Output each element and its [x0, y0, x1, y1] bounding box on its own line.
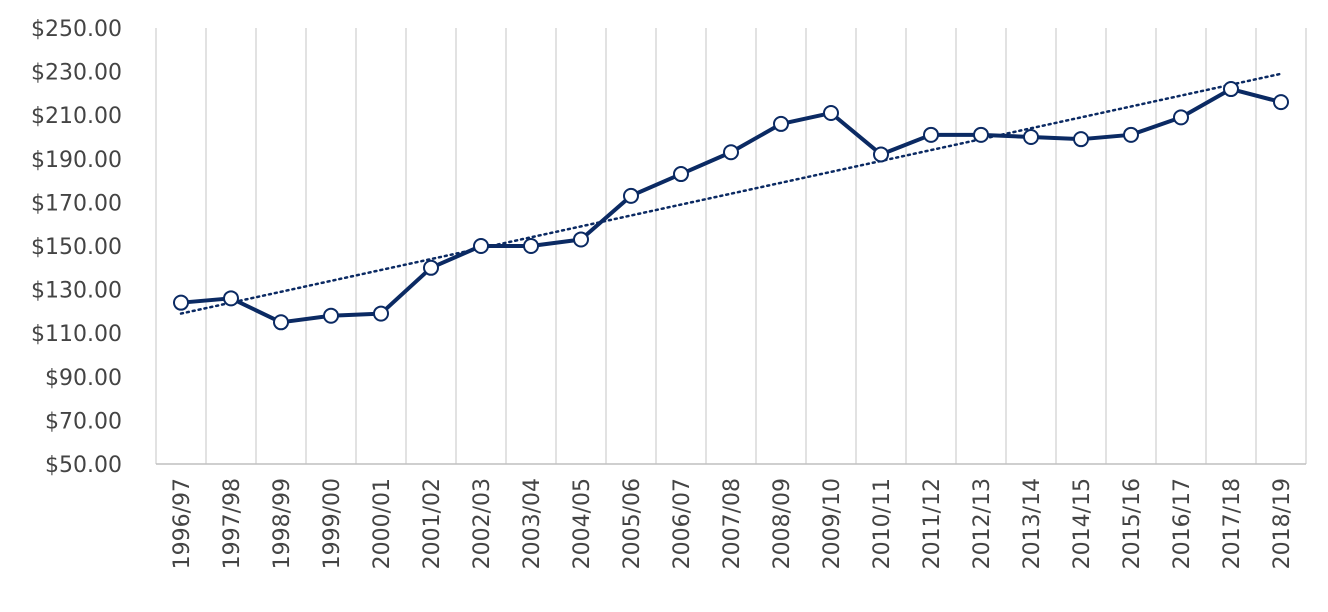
x-tick-label: 2005/06	[620, 478, 645, 569]
x-tick-label: 2002/03	[470, 478, 495, 569]
series-line	[180, 87, 1282, 325]
y-tick-label: $110.00	[31, 322, 122, 347]
data-point	[1123, 126, 1139, 143]
data-point	[273, 314, 289, 331]
x-tick-label: 2015/16	[1120, 478, 1145, 569]
x-tick-label: 2006/07	[670, 478, 695, 569]
data-point	[623, 187, 639, 204]
data-point	[873, 146, 889, 163]
y-tick-label: $230.00	[31, 61, 122, 86]
trendline	[179, 72, 1283, 315]
x-tick-label: 2010/11	[870, 478, 895, 569]
x-tick-label: 1999/00	[320, 478, 345, 569]
x-tick-label: 2003/04	[520, 478, 545, 569]
x-tick-label: 2001/02	[420, 478, 445, 569]
data-point	[323, 307, 339, 324]
data-point	[1073, 131, 1089, 148]
y-tick-label: $250.00	[31, 17, 122, 42]
data-point	[823, 105, 839, 122]
data-point	[373, 305, 389, 322]
data-point	[1273, 94, 1289, 111]
y-tick-label: $50.00	[45, 453, 122, 478]
data-point	[973, 126, 989, 143]
y-tick-label: $130.00	[31, 279, 122, 304]
y-axis-tick-labels: $50.00 $70.00 $90.00 $110.00 $130.00 $150.00 $…	[31, 17, 122, 478]
data-point	[573, 231, 589, 248]
data-point	[723, 144, 739, 161]
y-tick-label: $90.00	[45, 366, 122, 391]
x-tick-label: 2011/12	[920, 478, 945, 569]
data-point	[923, 126, 939, 143]
x-tick-label: 2013/14	[1020, 478, 1045, 569]
x-tick-label: 2000/01	[370, 478, 395, 569]
y-tick-label: $190.00	[31, 148, 122, 173]
x-tick-label: 2004/05	[570, 478, 595, 569]
x-tick-label: 2014/15	[1070, 478, 1095, 569]
x-tick-label: 1996/97	[170, 478, 195, 569]
data-point	[523, 238, 539, 254]
y-tick-label: $170.00	[31, 191, 122, 216]
y-tick-label: $70.00	[45, 409, 122, 434]
y-tick-label: $210.00	[31, 104, 122, 129]
data-point	[1223, 81, 1239, 98]
data-point	[673, 166, 689, 183]
x-tick-label: 2007/08	[720, 478, 745, 569]
grid-lines	[155, 28, 1307, 464]
x-tick-label: 2008/09	[770, 478, 795, 569]
data-point	[473, 238, 489, 254]
x-tick-label: 2018/19	[1270, 478, 1295, 569]
data-point	[1173, 109, 1189, 126]
data-point	[423, 259, 439, 276]
x-tick-label: 2012/13	[970, 478, 995, 569]
data-point	[173, 294, 189, 311]
data-point	[223, 290, 239, 307]
x-tick-label: 2016/17	[1170, 478, 1195, 569]
data-point-markers	[173, 81, 1289, 331]
x-tick-label: 1997/98	[220, 478, 245, 569]
x-tick-label: 2009/10	[820, 478, 845, 569]
x-tick-label: 1998/99	[270, 478, 295, 569]
y-tick-label: $150.00	[31, 235, 122, 260]
data-point	[1023, 129, 1039, 145]
x-axis-tick-labels: 1996/97 1997/98 1998/99 1999/00 2000/01 2001/…	[170, 478, 1295, 569]
data-point	[773, 115, 789, 132]
x-tick-label: 2017/18	[1220, 478, 1245, 569]
